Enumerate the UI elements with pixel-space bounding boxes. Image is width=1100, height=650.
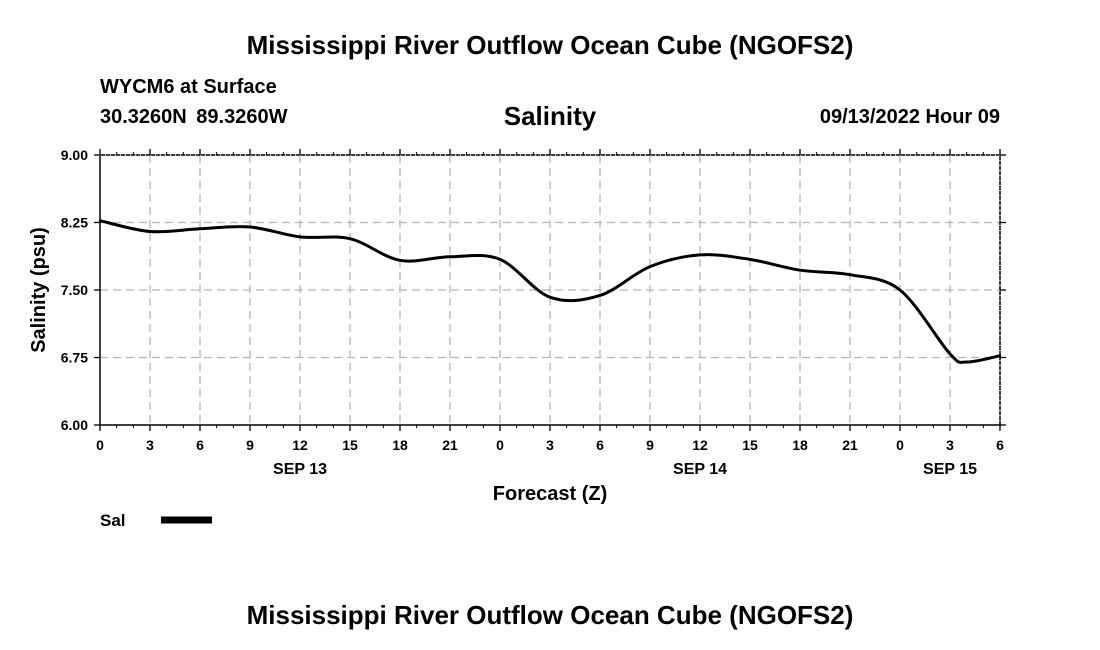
x-tick-label: 12 <box>692 437 708 453</box>
forecast-datetime: 09/13/2022 Hour 09 <box>819 106 1000 128</box>
y-tick-label: 8.25 <box>61 215 88 231</box>
x-tick-label: 6 <box>996 437 1004 453</box>
y-tick-label: 9.00 <box>61 147 88 163</box>
x-tick-label: 6 <box>196 437 204 453</box>
x-tick-label: 0 <box>496 437 504 453</box>
x-tick-label: 0 <box>96 437 104 453</box>
data-point <box>548 296 552 299</box>
data-point <box>248 225 252 229</box>
series-layer <box>98 219 1002 364</box>
data-point <box>948 352 952 356</box>
tick-labels: 6.00 6.75 7.50 8.25 9.00 0 3 6 9 12 15 18 21 0 3 6 9 12 15… <box>61 147 1004 478</box>
data-point <box>98 219 102 222</box>
data-point <box>198 227 202 230</box>
y-tick-label: 6.75 <box>61 350 88 366</box>
data-point <box>998 354 1002 357</box>
parameter-title: Salinity <box>503 101 597 131</box>
x-tick-label: 3 <box>546 437 554 453</box>
data-point <box>798 269 802 272</box>
footer-title: Mississippi River Outflow Ocean Cube (NG… <box>246 600 854 630</box>
date-label: SEP 13 <box>273 461 327 478</box>
date-label: SEP 14 <box>673 461 727 478</box>
data-point <box>848 273 852 276</box>
x-tick-label: 9 <box>646 437 654 453</box>
data-point <box>348 237 352 240</box>
x-tick-label: 15 <box>742 437 758 453</box>
chart-main-title: Mississippi River Outflow Ocean Cube (NG… <box>246 30 854 60</box>
data-point <box>698 253 702 257</box>
data-point <box>748 258 752 261</box>
data-point <box>898 288 902 292</box>
date-label: SEP 15 <box>923 461 977 478</box>
y-tick-label: 7.50 <box>61 282 88 298</box>
station-coordinates: 30.3260N 89.3260W <box>100 106 288 128</box>
y-tick-label: 6.00 <box>61 417 88 433</box>
x-tick-label: 15 <box>342 437 358 453</box>
x-tick-label: 18 <box>792 437 808 453</box>
x-tick-label: 0 <box>896 437 904 453</box>
data-point <box>598 294 602 297</box>
station-label: WYCM6 at Surface <box>100 76 277 98</box>
data-point <box>398 259 402 262</box>
data-point <box>965 360 968 364</box>
grid-lines <box>100 155 1000 425</box>
data-point <box>498 258 502 261</box>
y-axis-title: Salinity (psu) <box>28 227 50 353</box>
x-tick-label: 3 <box>946 437 954 453</box>
axis-ticks <box>94 149 1006 431</box>
data-point <box>148 230 152 233</box>
x-tick-label: 9 <box>246 437 254 453</box>
legend-label-sal: Sal <box>100 511 126 530</box>
legend: Sal <box>100 511 212 530</box>
x-tick-label: 18 <box>392 437 408 453</box>
x-tick-label: 6 <box>596 437 604 453</box>
data-point <box>298 235 302 239</box>
data-point <box>648 265 652 268</box>
x-tick-label: 12 <box>292 437 308 453</box>
x-tick-label: 3 <box>146 437 154 453</box>
x-tick-label: 21 <box>842 437 858 453</box>
x-tick-label: 21 <box>442 437 458 453</box>
x-axis-title: Forecast (Z) <box>493 483 607 505</box>
data-point <box>448 255 452 258</box>
